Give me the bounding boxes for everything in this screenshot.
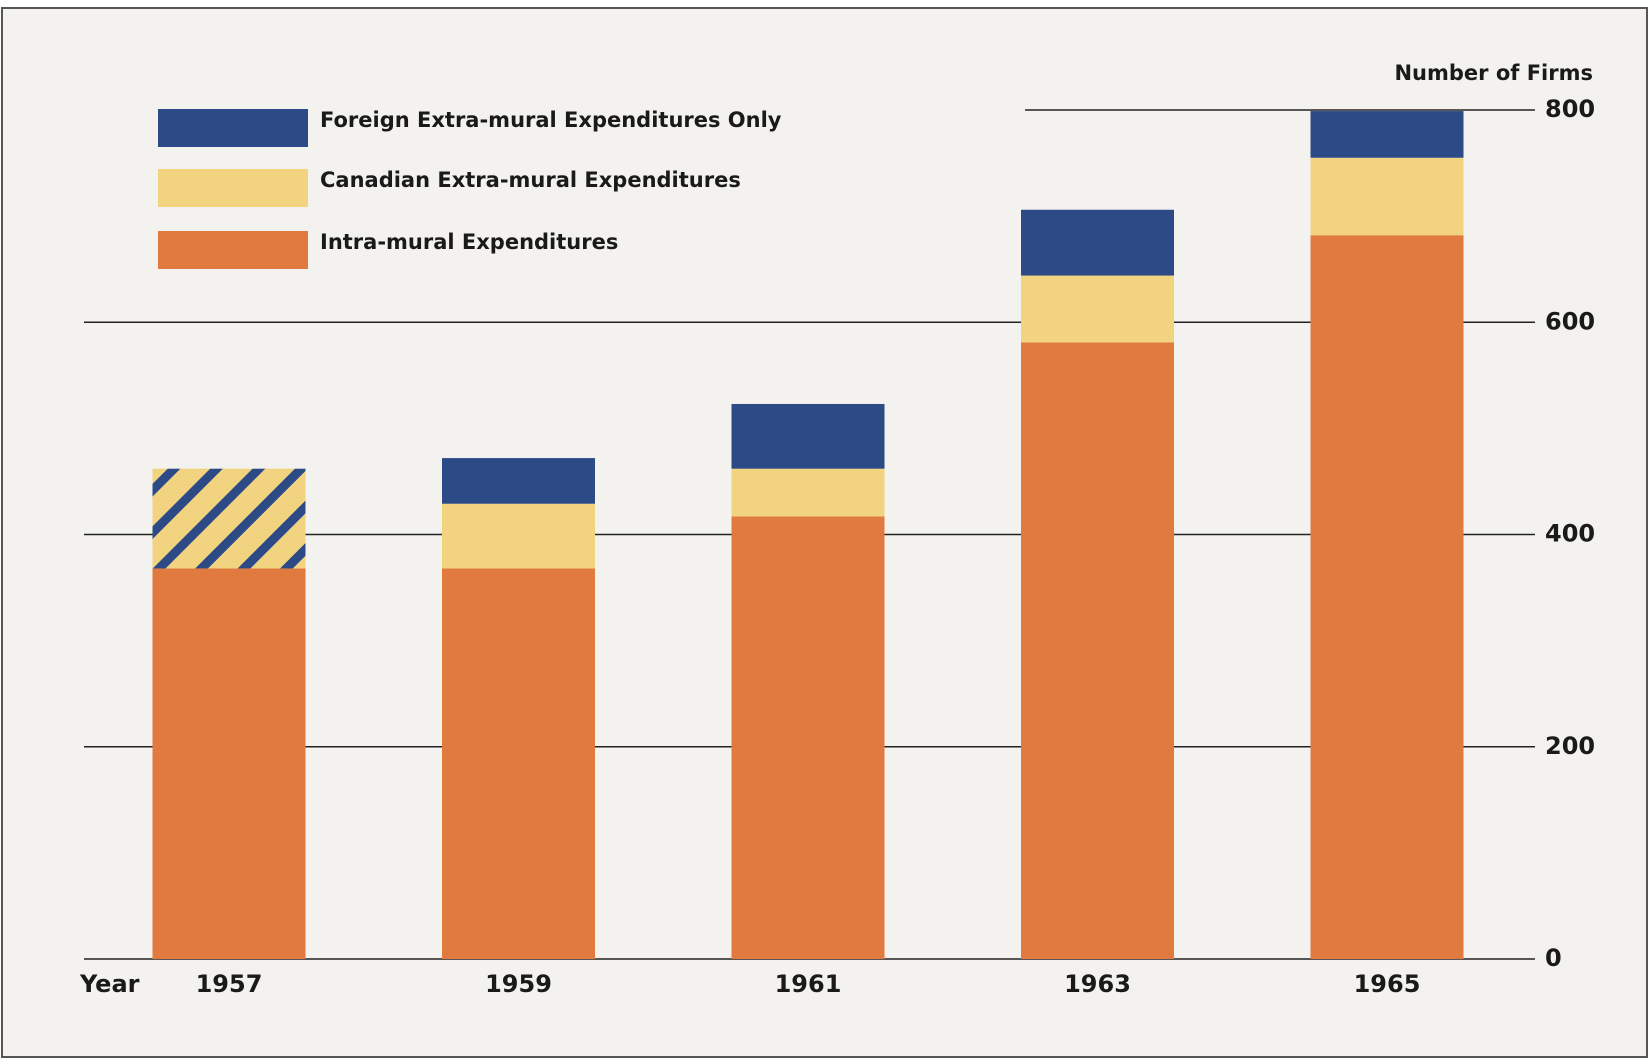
bar-segment [731, 403, 885, 469]
bar-segment [1021, 209, 1174, 276]
legend-swatch [158, 169, 308, 207]
bar-segment [1310, 235, 1464, 960]
bar-segment [152, 568, 306, 959]
legend-swatch [158, 231, 308, 269]
legend-label: Canadian Extra-mural Expenditures [320, 168, 741, 192]
y-tick-label: 200 [1545, 732, 1595, 760]
bar-segment [442, 458, 595, 504]
x-tick-label: 1959 [485, 970, 552, 998]
bar-segment [1310, 157, 1464, 236]
x-tick-label: 1961 [775, 970, 842, 998]
y-tick-label: 800 [1545, 95, 1595, 123]
bar-segment [1021, 342, 1174, 959]
bar-segment [442, 568, 595, 959]
bar-segment [1310, 111, 1464, 158]
y-tick-label: 0 [1545, 944, 1562, 972]
x-tick-label: 1965 [1354, 970, 1421, 998]
y-tick-label: 600 [1545, 307, 1595, 335]
y-axis-label: Number of Firms [1394, 61, 1593, 85]
legend-label: Intra-mural Expenditures [320, 230, 618, 254]
y-tick-label: 400 [1545, 520, 1595, 548]
bar-segment [731, 516, 885, 959]
x-axis-label: Year [79, 970, 140, 998]
legend-label: Foreign Extra-mural Expenditures Only [320, 108, 782, 132]
bar-segment [1021, 275, 1174, 343]
x-tick-label: 1957 [196, 970, 263, 998]
bar-segment [442, 503, 595, 569]
x-tick-label: 1963 [1064, 970, 1131, 998]
bar-segment [731, 468, 885, 517]
legend-swatch [158, 109, 308, 147]
bar-segment [152, 468, 306, 569]
